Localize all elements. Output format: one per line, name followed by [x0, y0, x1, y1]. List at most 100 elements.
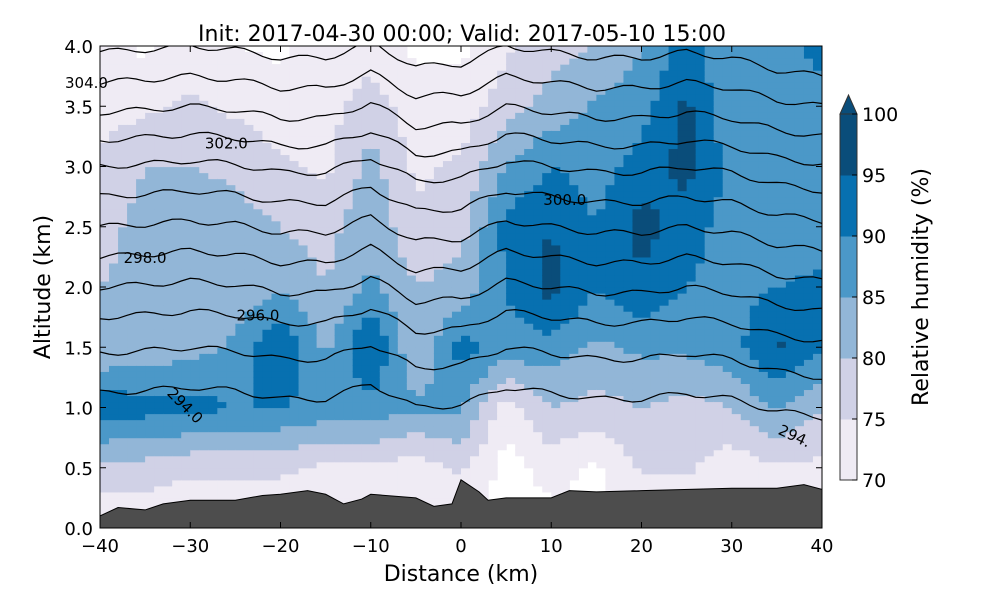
- rh-cell: [280, 449, 291, 457]
- rh-cell: [524, 238, 534, 246]
- rh-cell: [280, 76, 291, 83]
- rh-cell: [136, 395, 146, 403]
- rh-cell: [280, 419, 291, 427]
- rh-cell: [623, 46, 634, 53]
- rh-cell: [235, 491, 245, 499]
- rh-cell: [641, 401, 652, 409]
- rh-cell: [199, 299, 209, 306]
- rh-cell: [343, 323, 354, 330]
- rh-cell: [388, 268, 399, 276]
- rh-cell: [253, 413, 264, 421]
- rh-cell: [244, 335, 255, 342]
- rh-cell: [388, 172, 399, 180]
- rh-cell: [253, 184, 264, 192]
- rh-cell: [515, 419, 525, 427]
- rh-cell: [262, 437, 273, 445]
- rh-cell: [406, 196, 417, 204]
- rh-cell: [361, 443, 372, 451]
- rh-cell: [118, 178, 128, 186]
- rh-cell: [127, 214, 137, 222]
- rh-cell: [397, 443, 408, 451]
- rh-cell: [506, 166, 516, 174]
- rh-cell: [569, 160, 579, 168]
- rh-cell: [424, 148, 435, 156]
- rh-cell: [136, 455, 146, 463]
- rh-cell: [325, 232, 336, 240]
- rh-cell: [641, 359, 652, 366]
- rh-cell: [289, 214, 300, 222]
- rh-cell: [262, 323, 273, 330]
- rh-cell: [506, 208, 516, 216]
- rh-cell: [506, 419, 516, 427]
- rh-cell: [433, 94, 444, 101]
- rh-cell: [424, 479, 435, 487]
- rh-cell: [587, 293, 597, 300]
- rh-cell: [533, 365, 543, 372]
- rh-cell: [524, 184, 534, 192]
- rh-cell: [208, 293, 218, 300]
- rh-cell: [145, 58, 155, 65]
- rh-cell: [190, 317, 200, 324]
- rh-cell: [442, 232, 453, 240]
- rh-cell: [406, 305, 417, 312]
- rh-cell: [650, 461, 661, 469]
- rh-cell: [316, 244, 327, 252]
- rh-cell: [488, 124, 498, 131]
- rh-cell: [253, 64, 264, 71]
- rh-cell: [415, 208, 426, 216]
- rh-cell: [578, 455, 588, 463]
- rh-cell: [650, 431, 661, 439]
- rh-cell: [127, 431, 137, 439]
- rh-cell: [488, 202, 498, 210]
- rh-cell: [442, 347, 453, 354]
- rh-cell: [334, 455, 345, 463]
- rh-cell: [172, 46, 182, 53]
- rh-cell: [406, 106, 417, 113]
- rh-cell: [235, 317, 245, 324]
- rh-cell: [388, 425, 399, 433]
- rh-cell: [334, 268, 345, 276]
- rh-cell: [397, 220, 408, 228]
- rh-cell: [163, 473, 173, 481]
- rh-cell: [650, 70, 661, 77]
- rh-cell: [524, 196, 534, 204]
- rh-cell: [334, 485, 345, 493]
- rh-cell: [217, 196, 227, 204]
- rh-cell: [235, 226, 245, 234]
- rh-cell: [379, 287, 390, 294]
- rh-cell: [542, 214, 552, 222]
- rh-cell: [118, 467, 128, 475]
- rh-cell: [289, 377, 300, 384]
- rh-cell: [641, 479, 652, 487]
- rh-cell: [379, 250, 390, 258]
- rh-cell: [479, 467, 489, 475]
- rh-cell: [199, 437, 209, 445]
- rh-cell: [136, 407, 146, 415]
- rh-cell: [596, 419, 606, 427]
- rh-cell: [650, 220, 661, 228]
- rh-cell: [470, 479, 480, 487]
- rh-cell: [668, 136, 679, 143]
- rh-cell: [569, 359, 579, 366]
- rh-cell: [506, 359, 516, 366]
- rh-cell: [406, 280, 417, 288]
- rh-cell: [253, 383, 264, 391]
- rh-cell: [451, 347, 462, 354]
- rh-cell: [587, 287, 597, 294]
- rh-cell: [334, 377, 345, 384]
- rh-cell: [470, 226, 480, 234]
- rh-cell: [461, 58, 471, 65]
- rh-cell: [181, 383, 191, 391]
- rh-cell: [560, 323, 570, 330]
- rh-cell: [109, 268, 119, 276]
- rh-cell: [334, 461, 345, 469]
- rh-cell: [415, 377, 426, 384]
- rh-cell: [325, 190, 336, 198]
- rh-cell: [424, 497, 435, 505]
- rh-cell: [578, 184, 588, 192]
- rh-cell: [677, 371, 688, 378]
- rh-cell: [668, 329, 679, 336]
- rh-cell: [370, 172, 381, 180]
- rh-cell: [470, 100, 480, 107]
- rh-cell: [145, 473, 155, 481]
